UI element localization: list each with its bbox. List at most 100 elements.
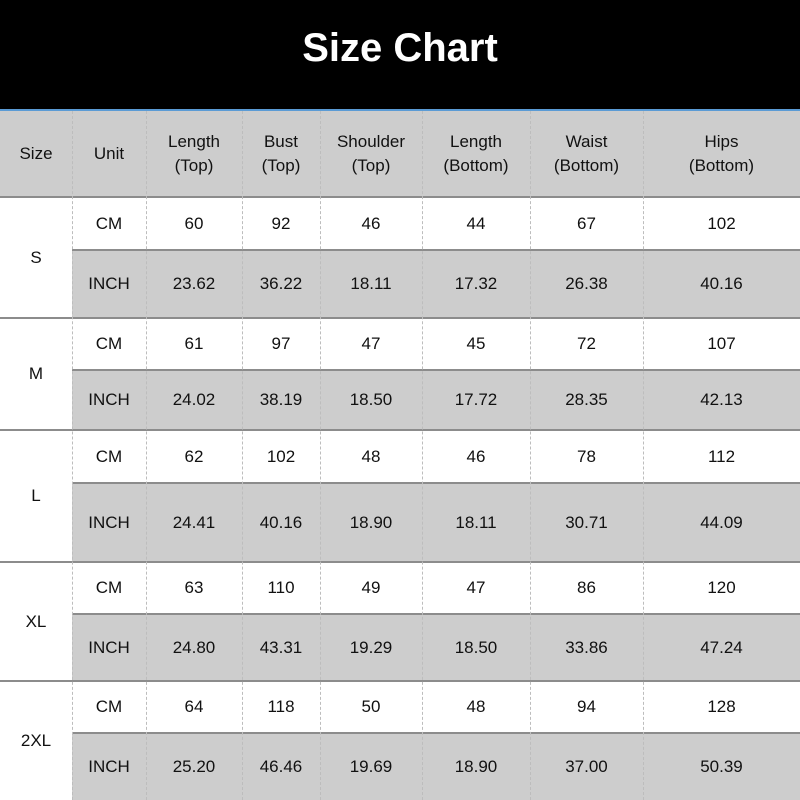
cm-value: 44 [466, 213, 486, 233]
inch-value: 40.16 [643, 250, 800, 318]
inch-value: 28.35 [530, 370, 643, 430]
column-header: Hips (Bottom) [643, 111, 800, 197]
inch-value: 18.50 [422, 614, 530, 681]
group-divider [0, 680, 800, 682]
cm-value: 120 [707, 578, 736, 597]
column-divider [72, 111, 73, 800]
cm-value: 86 [577, 578, 596, 597]
cm-value: 72 [577, 334, 596, 353]
cm-value: 112 [707, 446, 736, 466]
column-header: Length (Bottom) [422, 111, 530, 197]
cm-value: 97 [271, 334, 291, 353]
inch-value: 47.24 [643, 614, 800, 681]
cm-value: 64 [184, 697, 204, 716]
row-divider [72, 249, 800, 251]
cm-value: 94 [577, 697, 596, 716]
cm-value: 107 [707, 334, 736, 353]
column-divider [422, 111, 423, 800]
inch-value: 37.00 [530, 733, 643, 800]
divider [0, 109, 800, 111]
column-header: Unit [72, 111, 146, 197]
inch-value: 50.39 [643, 733, 800, 800]
column-header: Waist (Bottom) [530, 111, 643, 197]
row-divider [72, 732, 800, 734]
inch-value: 26.38 [530, 250, 643, 318]
cm-value: 78 [577, 446, 596, 466]
inch-value: 38.19 [242, 370, 320, 430]
group-divider [0, 429, 800, 431]
inch-value: INCH [72, 614, 146, 681]
size-label: S [30, 247, 42, 267]
cm-value: 46 [361, 213, 381, 233]
inch-value: 30.71 [530, 483, 643, 562]
cm-value: CM [95, 334, 123, 353]
cm-value: CM [95, 697, 123, 716]
size-label: M [28, 364, 44, 383]
cm-value: CM [95, 213, 123, 233]
inch-value: 19.29 [320, 614, 422, 681]
size-label: L [31, 486, 41, 505]
inch-value: 18.11 [422, 483, 530, 562]
column-divider [643, 111, 644, 800]
inch-value: 18.11 [320, 250, 422, 318]
cm-value: 48 [361, 446, 381, 466]
inch-value: 40.16 [242, 483, 320, 562]
column-divider [320, 111, 321, 800]
cm-value: 102 [266, 446, 296, 466]
cm-value: 49 [361, 578, 381, 597]
cm-value: 47 [361, 334, 381, 353]
inch-value: 24.02 [146, 370, 242, 430]
size-label: XL [25, 611, 47, 631]
cm-value: 128 [707, 697, 736, 716]
inch-value: INCH [72, 370, 146, 430]
inch-value: 23.62 [146, 250, 242, 318]
inch-value: 44.09 [643, 483, 800, 562]
column-header: Length (Top) [146, 111, 242, 197]
column-header: Size [0, 111, 72, 197]
column-divider [146, 111, 147, 800]
column-header: Shoulder (Top) [320, 111, 422, 197]
inch-value: 36.22 [242, 250, 320, 318]
cm-value: 48 [466, 697, 486, 716]
column-header: Bust (Top) [242, 111, 320, 197]
group-divider [0, 561, 800, 563]
inch-value: 25.20 [146, 733, 242, 800]
page-title: Size Chart [0, 0, 800, 109]
cm-value: CM [95, 446, 123, 466]
inch-value: INCH [72, 483, 146, 562]
cm-value: 92 [271, 213, 291, 233]
cm-value: 63 [184, 578, 204, 597]
cm-value: 110 [267, 578, 295, 597]
cm-value: 50 [361, 697, 381, 716]
cm-value: 62 [184, 446, 204, 466]
inch-value: 43.31 [242, 614, 320, 681]
size-label: 2XL [20, 730, 52, 750]
inch-value: 17.32 [422, 250, 530, 318]
inch-value: 18.50 [320, 370, 422, 430]
inch-value: 18.90 [320, 483, 422, 562]
cm-value: 47 [466, 578, 486, 597]
inch-value: 46.46 [242, 733, 320, 800]
group-divider [0, 196, 800, 198]
column-divider [242, 111, 243, 800]
inch-value: 24.80 [146, 614, 242, 681]
cm-value: 67 [577, 213, 596, 233]
inch-value: 17.72 [422, 370, 530, 430]
inch-value: 19.69 [320, 733, 422, 800]
cm-value: 102 [707, 213, 736, 233]
inch-value: 42.13 [643, 370, 800, 430]
cm-value: 61 [184, 334, 204, 353]
cm-value: 60 [184, 213, 204, 233]
inch-value: INCH [72, 733, 146, 800]
row-divider [72, 482, 800, 484]
inch-value: 33.86 [530, 614, 643, 681]
column-divider [530, 111, 531, 800]
cm-value: 45 [466, 334, 486, 353]
inch-value: INCH [72, 250, 146, 318]
row-divider [72, 613, 800, 615]
size-table: Size Unit Length (Top) Bust (Top) Shoulder (… [0, 111, 800, 800]
cm-value: CM [95, 578, 123, 597]
inch-value: 24.41 [146, 483, 242, 562]
cm-value: 46 [466, 446, 486, 466]
inch-value: 18.90 [422, 733, 530, 800]
